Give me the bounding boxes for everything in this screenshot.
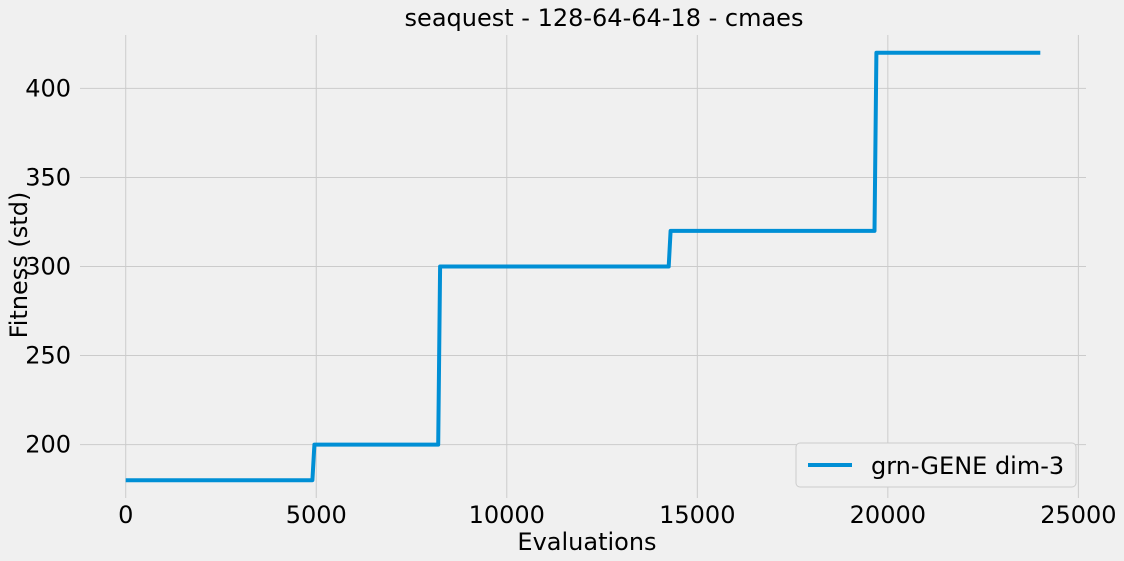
x-tick-label: 25000 [1040, 501, 1116, 529]
chart-title: seaquest - 128-64-64-18 - cmaes [405, 4, 804, 32]
x-tick-label: 20000 [850, 501, 926, 529]
x-tick-labels: 0 5000 10000 15000 20000 25000 [118, 501, 1116, 529]
x-axis-label: Evaluations [517, 528, 656, 556]
y-tick-label: 250 [25, 342, 71, 370]
series-line [125, 50, 1041, 483]
x-tick-label: 15000 [659, 501, 735, 529]
x-tick-label: 0 [118, 501, 133, 529]
y-tick-label: 400 [25, 74, 71, 102]
x-tick-label: 10000 [469, 501, 545, 529]
y-tick-label: 350 [25, 163, 71, 191]
y-tick-label: 300 [25, 253, 71, 281]
y-tick-label: 200 [25, 431, 71, 459]
y-axis-label: Fitness (std) [5, 192, 33, 339]
legend-label: grn-GENE dim-3 [871, 452, 1064, 480]
y-tick-labels: 200 250 300 350 400 [25, 74, 71, 458]
series-layer [125, 50, 1041, 483]
legend-box [795, 442, 1077, 488]
x-tick-label: 5000 [286, 501, 347, 529]
legend: grn-GENE dim-3 [795, 442, 1077, 488]
